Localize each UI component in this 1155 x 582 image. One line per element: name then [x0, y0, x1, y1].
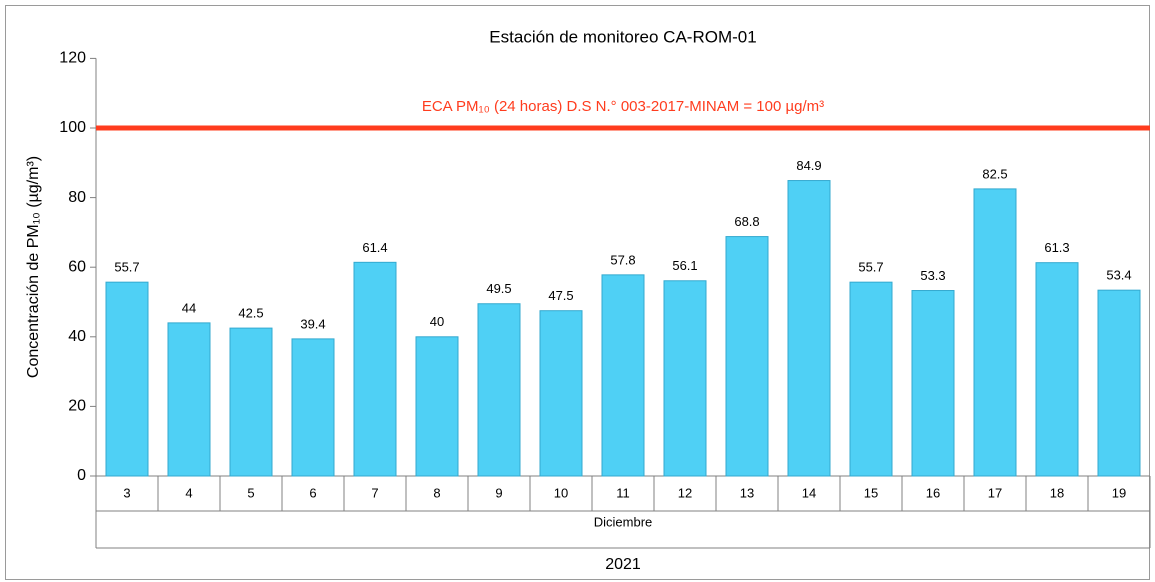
- y-tick-label: 40: [68, 328, 86, 345]
- bar: [477, 303, 521, 477]
- bar: [787, 180, 831, 477]
- y-tick-label: 120: [59, 50, 86, 67]
- value-label: 55.7: [114, 260, 139, 275]
- x-tick-label: 19: [1112, 485, 1126, 500]
- value-label: 40: [430, 314, 444, 329]
- bar: [539, 310, 583, 477]
- value-label: 84.9: [796, 158, 821, 173]
- value-label: 42.5: [238, 306, 263, 321]
- value-label: 53.3: [920, 268, 945, 283]
- bar: [601, 274, 645, 477]
- value-label: 57.8: [610, 252, 635, 267]
- y-tick-label: 60: [68, 258, 86, 275]
- bar: [973, 188, 1017, 477]
- value-label: 47.5: [548, 288, 573, 303]
- y-tick-label: 20: [68, 398, 86, 415]
- y-axis-label: Concentración de PM₁₀ (µg/m³): [25, 156, 42, 378]
- x-group-label: Diciembre: [594, 514, 653, 529]
- x-year-label: 2021: [605, 556, 641, 573]
- bar: [167, 322, 211, 477]
- bar: [291, 338, 335, 477]
- x-tick-label: 17: [988, 485, 1002, 500]
- x-tick-label: 6: [309, 485, 316, 500]
- bar: [663, 280, 707, 477]
- bar: [105, 281, 149, 477]
- chart-title: Estación de monitoreo CA-ROM-01: [489, 27, 756, 46]
- x-tick-label: 11: [616, 485, 630, 500]
- x-tick-label: 8: [433, 485, 440, 500]
- x-tick-label: 12: [678, 485, 692, 500]
- x-tick-label: 5: [247, 485, 254, 500]
- value-label: 68.8: [734, 214, 759, 229]
- value-label: 39.4: [300, 316, 325, 331]
- bar: [1097, 289, 1141, 477]
- value-label: 56.1: [672, 258, 697, 273]
- bar: [1035, 262, 1079, 477]
- value-label: 53.4: [1106, 268, 1131, 283]
- bar: [849, 281, 893, 477]
- x-tick-label: 15: [864, 485, 878, 500]
- value-label: 82.5: [982, 166, 1007, 181]
- bar: [911, 290, 955, 477]
- value-label: 61.3: [1044, 240, 1069, 255]
- x-tick-label: 18: [1050, 485, 1064, 500]
- y-tick-label: 80: [68, 189, 86, 206]
- x-tick-label: 10: [554, 485, 568, 500]
- bar: [353, 261, 397, 477]
- x-tick-label: 14: [802, 485, 816, 500]
- x-tick-label: 3: [123, 485, 130, 500]
- bar: [415, 336, 459, 477]
- x-tick-label: 7: [371, 485, 378, 500]
- bar: [229, 327, 273, 477]
- x-tick-label: 9: [495, 485, 502, 500]
- bar: [725, 236, 769, 477]
- reference-label: ECA PM₁₀ (24 horas) D.S N.° 003-2017-MIN…: [422, 98, 824, 115]
- x-tick-label: 4: [185, 485, 192, 500]
- x-tick-label: 13: [740, 485, 754, 500]
- value-label: 49.5: [486, 281, 511, 296]
- x-tick-label: 16: [926, 485, 940, 500]
- value-label: 55.7: [858, 260, 883, 275]
- y-tick-label: 100: [59, 119, 86, 136]
- value-label: 61.4: [362, 240, 387, 255]
- y-tick-label: 0: [77, 467, 86, 484]
- chart-border: [5, 5, 1150, 580]
- value-label: 44: [182, 300, 196, 315]
